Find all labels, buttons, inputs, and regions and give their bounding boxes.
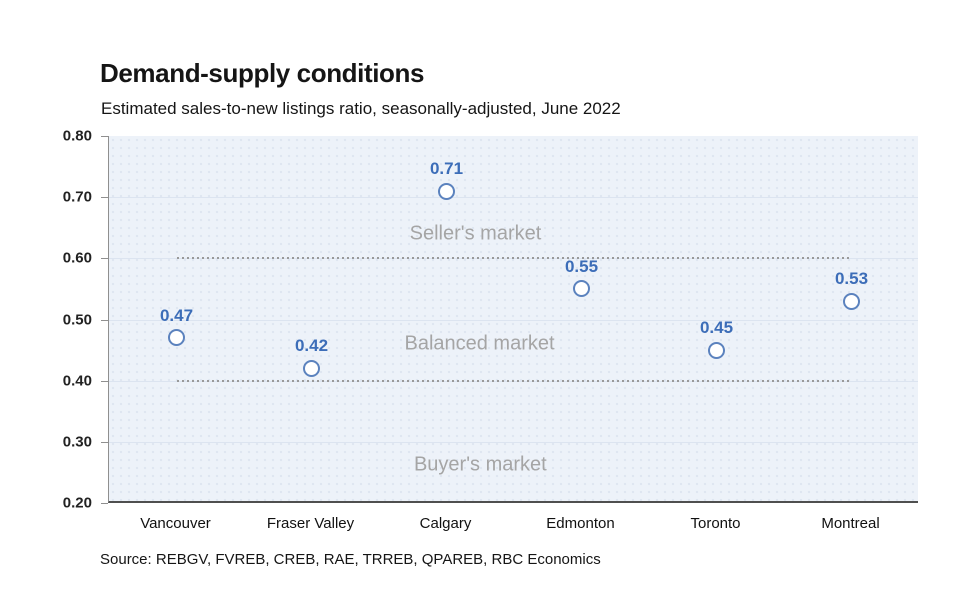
data-point-label: 0.42 (294, 336, 329, 356)
zone-label: Buyer's market (413, 453, 547, 476)
y-tick-mark (101, 136, 108, 137)
data-point (573, 280, 590, 298)
y-tick-mark (101, 441, 108, 443)
x-tick-label: Montreal (821, 515, 880, 532)
data-point-label: 0.47 (159, 305, 194, 325)
data-point-label: 0.55 (564, 256, 599, 276)
data-point-label: 0.45 (699, 318, 734, 338)
y-tick-label: 0.70 (62, 188, 92, 206)
x-tick-label: Vancouver (140, 515, 211, 532)
y-tick-mark (101, 319, 108, 321)
x-axis: Vancouver Fraser Valley Calgary Edmonton Tor… (108, 505, 918, 535)
y-tick-label: 0.80 (62, 127, 92, 145)
x-tick-label: Edmonton (546, 515, 615, 532)
y-tick-label: 0.30 (62, 433, 92, 451)
y-tick-label: 0.20 (62, 494, 92, 512)
y-tick-mark (101, 197, 108, 199)
data-point (438, 182, 455, 200)
x-tick-label: Fraser Valley (266, 515, 355, 532)
chart-subtitle: Estimated sales-to-new listings ratio, s… (101, 99, 621, 118)
data-point-label: 0.53 (834, 269, 869, 289)
y-tick-label: 0.50 (62, 311, 92, 328)
source-note: Source: REBGV, FVREB, CREB, RAE, TRREB, … (100, 551, 601, 568)
gridline (109, 319, 918, 321)
data-point (843, 292, 860, 310)
y-tick-mark (101, 380, 108, 382)
data-point (303, 359, 320, 377)
data-point-label: 0.71 (429, 159, 464, 179)
data-point (168, 329, 185, 347)
zone-label: Balanced market (404, 332, 555, 355)
y-tick-label: 0.60 (62, 249, 92, 267)
x-tick-label: Toronto (690, 515, 741, 532)
gridline (109, 197, 918, 199)
y-tick-mark (101, 503, 108, 504)
chart-title: Demand-supply conditions (100, 58, 425, 88)
zone-boundary-line (176, 257, 852, 260)
y-axis: 0.80 0.70 0.60 0.50 0.40 0.30 0.20 (40, 128, 108, 512)
y-tick-label: 0.40 (62, 372, 92, 390)
gridline (109, 441, 918, 443)
y-tick-mark (101, 258, 108, 260)
zone-boundary-line (176, 379, 852, 382)
plot-area: Seller's market Balanced market Buyer's ma… (108, 136, 918, 503)
x-tick-label: Calgary (419, 515, 472, 532)
data-point (708, 341, 725, 359)
zone-label: Seller's market (409, 222, 542, 245)
